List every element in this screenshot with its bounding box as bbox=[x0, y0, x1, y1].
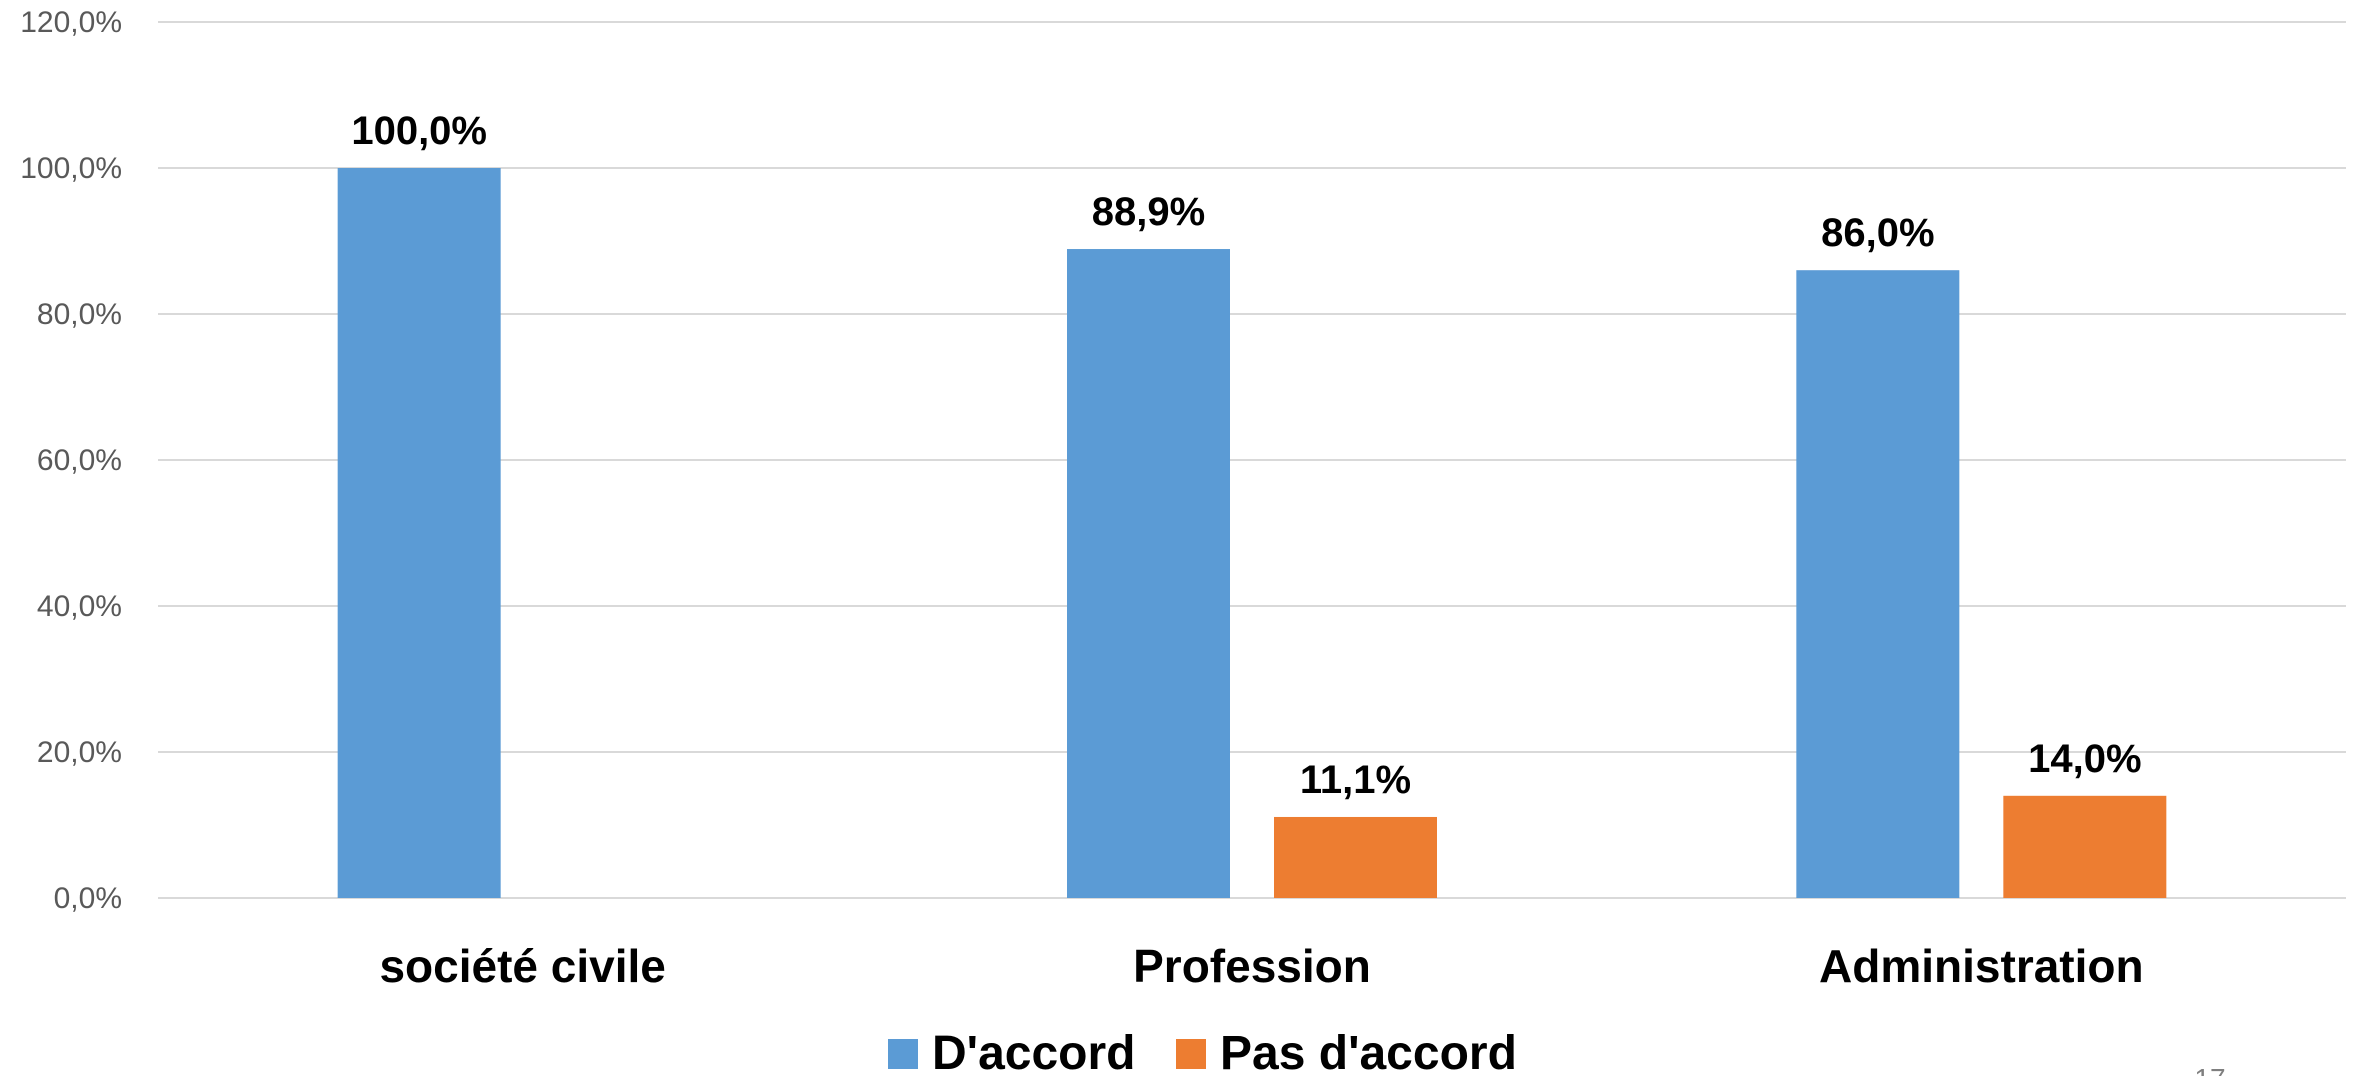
data-label: 11,1% bbox=[1300, 758, 1411, 802]
category-label: Profession bbox=[1133, 940, 1371, 992]
y-tick-label: 120,0% bbox=[20, 6, 122, 39]
bar bbox=[338, 168, 501, 898]
y-tick-label: 80,0% bbox=[37, 298, 122, 331]
y-tick-label: 0,0% bbox=[54, 882, 122, 915]
y-tick-label: 60,0% bbox=[37, 444, 122, 477]
legend: D'accord Pas d'accord bbox=[888, 1027, 1517, 1076]
y-tick-label: 20,0% bbox=[37, 736, 122, 769]
y-axis-tick-labels: 0,0% 20,0% 40,0% 60,0% 80,0% 100,0% 120,0% bbox=[20, 6, 122, 915]
legend-label: D'accord bbox=[932, 1027, 1135, 1076]
bars bbox=[338, 168, 2167, 898]
category-labels: société civile Profession Administration bbox=[379, 940, 2143, 992]
category-label: Administration bbox=[1819, 940, 2144, 992]
category-label: société civile bbox=[379, 940, 665, 992]
y-tick-label: 100,0% bbox=[20, 152, 122, 185]
data-label: 14,0% bbox=[2028, 737, 2141, 781]
legend-label: Pas d'accord bbox=[1220, 1027, 1517, 1076]
y-tick-label: 40,0% bbox=[37, 590, 122, 623]
bar bbox=[1796, 270, 1959, 898]
data-label: 100,0% bbox=[351, 109, 487, 153]
bar bbox=[1274, 817, 1437, 898]
legend-swatch bbox=[1176, 1039, 1206, 1069]
page-number: 17 bbox=[2194, 1063, 2225, 1076]
data-label: 86,0% bbox=[1821, 211, 1934, 255]
legend-swatch bbox=[888, 1039, 918, 1069]
data-label: 88,9% bbox=[1092, 190, 1205, 234]
bar bbox=[1067, 249, 1230, 898]
bar bbox=[2003, 796, 2166, 898]
